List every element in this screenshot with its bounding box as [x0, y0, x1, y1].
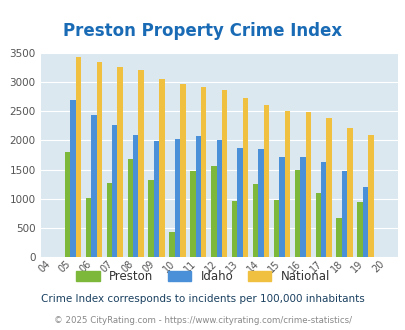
- Bar: [91, 115, 96, 257]
- Bar: [320, 161, 326, 257]
- Bar: [356, 202, 362, 257]
- Bar: [263, 105, 269, 257]
- Bar: [341, 171, 346, 257]
- Bar: [315, 193, 320, 257]
- Bar: [75, 57, 81, 257]
- Bar: [284, 111, 289, 257]
- Bar: [174, 139, 180, 257]
- Bar: [273, 200, 279, 257]
- Bar: [252, 184, 258, 257]
- Bar: [211, 166, 216, 257]
- Bar: [153, 141, 159, 257]
- Bar: [159, 79, 164, 257]
- Bar: [112, 125, 117, 257]
- Bar: [96, 62, 102, 257]
- Bar: [216, 141, 222, 257]
- Bar: [299, 157, 305, 257]
- Bar: [85, 198, 91, 257]
- Bar: [195, 136, 200, 257]
- Bar: [222, 90, 227, 257]
- Bar: [70, 100, 75, 257]
- Bar: [336, 218, 341, 257]
- Text: Crime Index corresponds to incidents per 100,000 inhabitants: Crime Index corresponds to incidents per…: [41, 294, 364, 304]
- Bar: [180, 84, 185, 257]
- Text: Preston Property Crime Index: Preston Property Crime Index: [63, 21, 342, 40]
- Bar: [242, 98, 248, 257]
- Bar: [258, 149, 263, 257]
- Bar: [346, 128, 352, 257]
- Bar: [279, 157, 284, 257]
- Bar: [132, 135, 138, 257]
- Bar: [294, 170, 299, 257]
- Bar: [107, 183, 112, 257]
- Bar: [362, 187, 367, 257]
- Bar: [237, 148, 242, 257]
- Legend: Preston, Idaho, National: Preston, Idaho, National: [76, 270, 329, 283]
- Bar: [326, 118, 331, 257]
- Bar: [169, 232, 174, 257]
- Bar: [231, 201, 237, 257]
- Bar: [148, 180, 153, 257]
- Bar: [305, 113, 310, 257]
- Bar: [138, 70, 143, 257]
- Bar: [127, 159, 132, 257]
- Bar: [117, 67, 123, 257]
- Bar: [65, 152, 70, 257]
- Bar: [200, 87, 206, 257]
- Bar: [190, 171, 195, 257]
- Bar: [367, 135, 373, 257]
- Text: © 2025 CityRating.com - https://www.cityrating.com/crime-statistics/: © 2025 CityRating.com - https://www.city…: [54, 316, 351, 325]
